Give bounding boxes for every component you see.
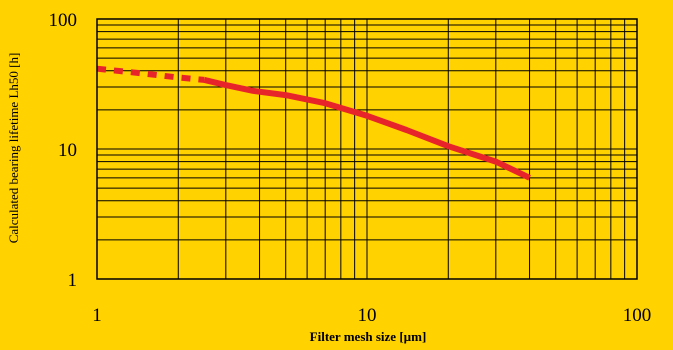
y-tick-label: 100 bbox=[49, 10, 78, 31]
plot-area-border bbox=[96, 18, 638, 280]
x-axis-label: Filter mesh size [µm] bbox=[310, 329, 427, 344]
series-line-solid bbox=[203, 76, 531, 181]
x-tick-label: 10 bbox=[358, 305, 377, 326]
series-layer bbox=[96, 65, 531, 181]
y-tick-labels: 1 10 100 bbox=[49, 10, 78, 291]
grid bbox=[97, 19, 637, 279]
y-tick-label: 10 bbox=[58, 140, 77, 161]
plot-frame bbox=[96, 18, 638, 280]
x-tick-label: 1 bbox=[92, 305, 102, 326]
y-axis-label: Calculated bearing lifetime Lh50 [h] bbox=[6, 53, 21, 244]
x-tick-label: 100 bbox=[623, 305, 652, 326]
series-line-dashed bbox=[96, 65, 205, 83]
y-tick-label: 1 bbox=[68, 270, 78, 291]
x-tick-labels: 1 10 100 bbox=[92, 305, 651, 326]
